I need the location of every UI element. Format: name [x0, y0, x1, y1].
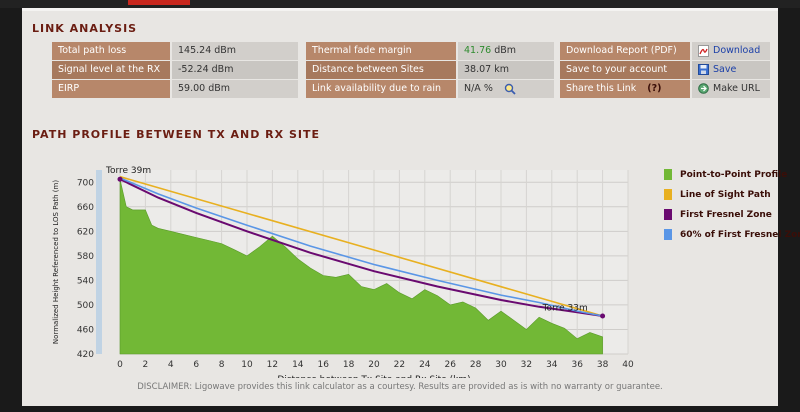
y-tick-label: 500: [77, 301, 94, 311]
share-icon: [698, 83, 709, 94]
share-link-text: Share this Link: [566, 83, 637, 94]
eirp-label: EIRP: [52, 80, 170, 98]
y-tick-label: 540: [77, 276, 94, 286]
distance-value: 38.07 km: [458, 61, 554, 79]
save-link[interactable]: Save: [713, 64, 737, 75]
x-tick-label: 40: [622, 360, 634, 370]
y-tick-label: 460: [77, 325, 94, 335]
fade-margin-unit: dBm: [494, 45, 517, 56]
x-tick-label: 34: [546, 360, 558, 370]
thermal-fade-margin-row: Thermal fade margin 41.76 dBm: [306, 42, 554, 60]
x-tick-label: 14: [292, 360, 304, 370]
y-tick-label: 700: [77, 178, 94, 188]
x-tick-label: 38: [597, 360, 609, 370]
rx-endpoint: [600, 313, 606, 319]
distance-row: Distance between Sites 38.07 km: [306, 61, 554, 79]
active-tab-indicator: [128, 0, 190, 5]
x-tick-label: 0: [117, 360, 123, 370]
y-tick-label: 620: [77, 227, 94, 237]
legend-label-profile: Point-to-Point Profile: [680, 170, 788, 180]
x-tick-label: 2: [143, 360, 149, 370]
total-path-loss-label: Total path loss: [52, 42, 170, 60]
rain-availability-label: Link availability due to rain: [306, 80, 456, 98]
eirp-row: EIRP 59.00 dBm: [52, 80, 298, 98]
legend-swatch-profile: [664, 169, 672, 180]
link-analysis-title: LINK ANALYSIS: [32, 22, 138, 35]
share-link-label: Share this Link (?): [560, 80, 690, 98]
signal-level-label: Signal level at the RX site: [52, 61, 170, 93]
series-profile-area: [119, 179, 603, 355]
x-tick-label: 4: [168, 360, 174, 370]
x-tick-label: 28: [470, 360, 482, 370]
download-link[interactable]: Download: [713, 45, 761, 56]
series-line-2: [119, 178, 603, 317]
tx-endpoint: [117, 176, 123, 182]
save-icon: [698, 64, 709, 75]
make-url-action[interactable]: Make URL: [692, 80, 770, 98]
x-tick-label: 10: [241, 360, 253, 370]
thermal-fade-margin-value: 41.76 dBm: [458, 42, 554, 60]
x-tick-label: 18: [343, 360, 355, 370]
legend-swatch-fresnel: [664, 209, 672, 220]
total-path-loss-value: 145.24 dBm: [172, 42, 298, 60]
share-link-row: Share this Link (?) Make URL: [560, 80, 770, 98]
rx-annotation: Torre 33m: [542, 304, 588, 314]
x-tick-label: 32: [521, 360, 532, 370]
legend-label-fresnel-60: 60% of First Fresnel Zone: [680, 230, 800, 240]
x-tick-label: 36: [571, 360, 583, 370]
signal-level-value: -52.24 dBm: [172, 61, 298, 79]
disclaimer-text: DISCLAIMER: Ligowave provides this link …: [137, 382, 663, 392]
x-tick-label: 22: [394, 360, 405, 370]
y-tick-label: 420: [77, 350, 94, 360]
distance-label: Distance between Sites: [306, 61, 456, 79]
rain-availability-value: N/A %: [458, 80, 554, 98]
y-axis-label: Normalized Height Referenced to LOS Path…: [52, 180, 60, 344]
legend-label-fresnel: First Fresnel Zone: [680, 210, 772, 220]
legend-swatch-fresnel-60: [664, 229, 672, 240]
series-line-1: [119, 175, 603, 317]
series-line-3: [119, 177, 603, 317]
x-tick-label: 26: [444, 360, 456, 370]
signal-level-row: Signal level at the RX site -52.24 dBm: [52, 61, 298, 93]
x-tick-label: 8: [219, 360, 225, 370]
tx-tower-bar: [96, 170, 102, 354]
path-loss-card: Total path loss 145.24 dBm Signal level …: [52, 42, 298, 116]
pdf-icon: [698, 44, 709, 57]
save-account-row: Save to your account Save: [560, 61, 770, 79]
download-report-row: Download Report (PDF) Download: [560, 42, 770, 60]
total-path-loss-row: Total path loss 145.24 dBm: [52, 42, 298, 60]
legend-label-los: Line of Sight Path: [680, 190, 771, 200]
magnifier-icon[interactable]: [504, 83, 516, 95]
download-action[interactable]: Download: [692, 42, 770, 60]
rain-availability-text: N/A %: [464, 83, 493, 94]
x-tick-label: 30: [495, 360, 507, 370]
x-axis-label: Distance between Tx Site and Rx Site (km…: [277, 375, 470, 378]
x-tick-label: 12: [267, 360, 278, 370]
top-bar: [0, 0, 800, 8]
save-action[interactable]: Save: [692, 61, 770, 79]
report-actions-card: Download Report (PDF) Download Save to y…: [560, 42, 770, 116]
x-tick-label: 20: [368, 360, 380, 370]
download-report-label: Download Report (PDF): [560, 42, 690, 60]
x-tick-label: 24: [419, 360, 431, 370]
share-help[interactable]: (?): [647, 83, 662, 94]
save-account-label: Save to your account: [560, 61, 690, 79]
path-profile-title: PATH PROFILE BETWEEN TX AND RX SITE: [32, 128, 320, 141]
fade-margin-card: Thermal fade margin 41.76 dBm Distance b…: [306, 42, 554, 116]
y-tick-label: 580: [77, 252, 94, 262]
link-calculator-panel: LINK ANALYSIS Total path loss 145.24 dBm…: [22, 8, 800, 406]
x-tick-label: 16: [317, 360, 329, 370]
eirp-value: 59.00 dBm: [172, 80, 298, 98]
rain-availability-row: Link availability due to rain N/A %: [306, 80, 554, 98]
thermal-fade-margin-label: Thermal fade margin: [306, 42, 456, 60]
y-tick-label: 660: [77, 203, 94, 213]
x-tick-label: 6: [193, 360, 199, 370]
tx-annotation: Torre 39m: [105, 166, 151, 176]
fade-margin-number: 41.76: [464, 45, 492, 56]
legend-swatch-los: [664, 189, 672, 200]
make-url-link[interactable]: Make URL: [713, 83, 760, 94]
